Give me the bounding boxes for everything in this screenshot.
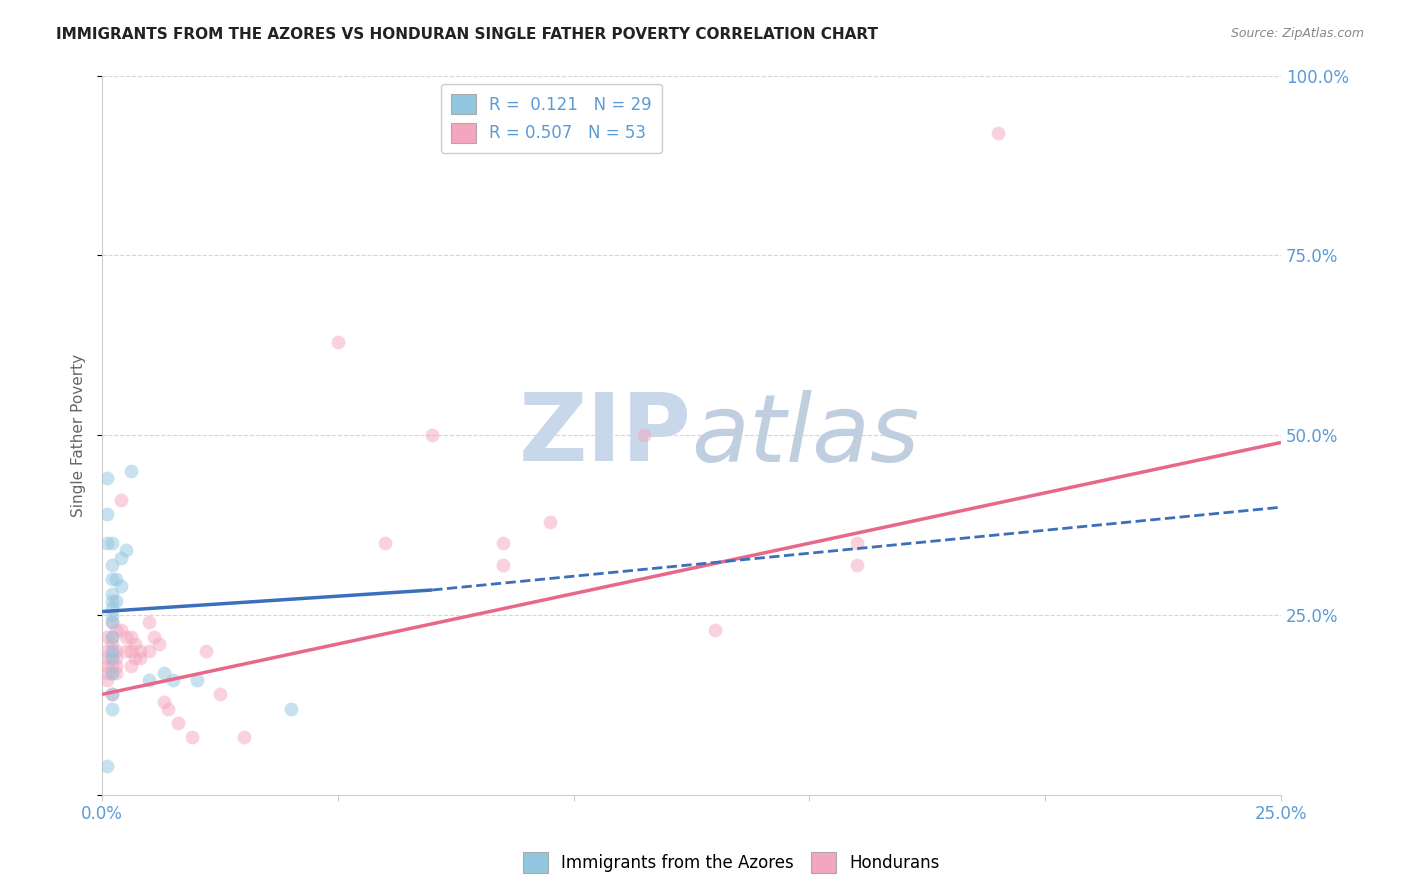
- Point: [138, 644, 160, 658]
- Point: [105, 623, 128, 637]
- Point: [633, 428, 655, 442]
- Point: [326, 334, 349, 349]
- Text: IMMIGRANTS FROM THE AZORES VS HONDURAN SINGLE FATHER POVERTY CORRELATION CHART: IMMIGRANTS FROM THE AZORES VS HONDURAN S…: [56, 27, 879, 42]
- Point: [114, 630, 136, 644]
- Point: [492, 536, 515, 550]
- Legend: Immigrants from the Azores, Hondurans: Immigrants from the Azores, Hondurans: [516, 846, 946, 880]
- Point: [100, 665, 122, 680]
- Point: [100, 615, 122, 630]
- Point: [180, 731, 202, 745]
- Point: [124, 651, 146, 665]
- Point: [100, 644, 122, 658]
- Point: [100, 601, 122, 615]
- Point: [96, 665, 118, 680]
- Point: [100, 687, 122, 701]
- Point: [987, 126, 1010, 140]
- Point: [194, 644, 217, 658]
- Point: [100, 637, 122, 651]
- Point: [100, 651, 122, 665]
- Point: [374, 536, 396, 550]
- Point: [96, 508, 118, 522]
- Point: [152, 665, 174, 680]
- Point: [96, 658, 118, 673]
- Point: [120, 644, 142, 658]
- Point: [420, 428, 443, 442]
- Point: [138, 615, 160, 630]
- Point: [100, 630, 122, 644]
- Point: [110, 623, 132, 637]
- Point: [120, 630, 142, 644]
- Point: [96, 644, 118, 658]
- Point: [704, 623, 727, 637]
- Point: [280, 702, 302, 716]
- Point: [129, 644, 152, 658]
- Point: [152, 694, 174, 708]
- Point: [110, 493, 132, 508]
- Point: [492, 558, 515, 572]
- Point: [845, 558, 868, 572]
- Point: [105, 651, 128, 665]
- Point: [100, 558, 122, 572]
- Point: [96, 536, 118, 550]
- Point: [105, 644, 128, 658]
- Point: [100, 586, 122, 600]
- Point: [114, 644, 136, 658]
- Legend: R =  0.121   N = 29, R = 0.507   N = 53: R = 0.121 N = 29, R = 0.507 N = 53: [440, 84, 662, 153]
- Point: [120, 464, 142, 478]
- Point: [114, 543, 136, 558]
- Point: [100, 651, 122, 665]
- Point: [100, 615, 122, 630]
- Point: [100, 687, 122, 701]
- Point: [96, 673, 118, 687]
- Point: [100, 594, 122, 608]
- Point: [96, 759, 118, 773]
- Point: [96, 471, 118, 485]
- Point: [110, 550, 132, 565]
- Text: ZIP: ZIP: [519, 389, 692, 482]
- Point: [538, 515, 561, 529]
- Point: [100, 644, 122, 658]
- Point: [143, 630, 166, 644]
- Point: [105, 594, 128, 608]
- Point: [105, 572, 128, 586]
- Point: [166, 716, 188, 731]
- Point: [96, 651, 118, 665]
- Point: [105, 658, 128, 673]
- Point: [100, 608, 122, 623]
- Point: [120, 658, 142, 673]
- Point: [100, 536, 122, 550]
- Point: [148, 637, 170, 651]
- Point: [232, 731, 254, 745]
- Point: [186, 673, 208, 687]
- Point: [162, 673, 184, 687]
- Point: [105, 665, 128, 680]
- Point: [129, 651, 152, 665]
- Text: Source: ZipAtlas.com: Source: ZipAtlas.com: [1230, 27, 1364, 40]
- Point: [100, 665, 122, 680]
- Y-axis label: Single Father Poverty: Single Father Poverty: [72, 354, 86, 516]
- Point: [209, 687, 232, 701]
- Point: [845, 536, 868, 550]
- Point: [96, 630, 118, 644]
- Text: atlas: atlas: [692, 390, 920, 481]
- Point: [157, 702, 180, 716]
- Point: [100, 702, 122, 716]
- Point: [124, 637, 146, 651]
- Point: [100, 630, 122, 644]
- Point: [100, 572, 122, 586]
- Point: [100, 658, 122, 673]
- Point: [138, 673, 160, 687]
- Point: [110, 579, 132, 593]
